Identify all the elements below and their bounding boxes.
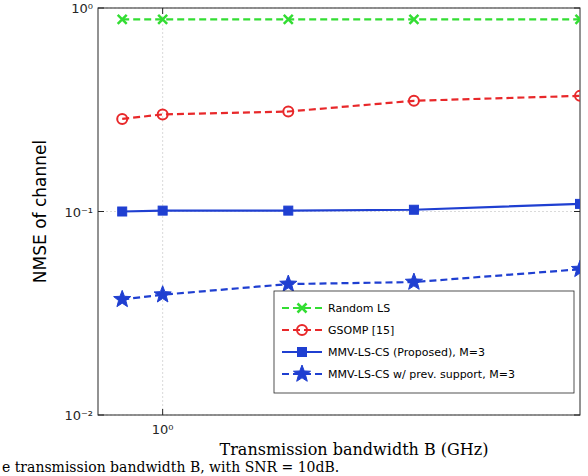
data-point: [576, 15, 581, 24]
data-point: [284, 206, 293, 215]
tick: [98, 8, 104, 9]
legend-label: Random LS: [328, 302, 390, 315]
tick: [162, 409, 163, 415]
data-point: [114, 290, 131, 306]
tick: [574, 8, 580, 9]
legend-marker: [293, 365, 310, 381]
series-line: [122, 18, 580, 20]
data-point: [405, 273, 422, 289]
legend-line: [282, 329, 322, 331]
caption: e transmission bandwidth B, with SNR = 1…: [2, 459, 339, 475]
x-axis-label: Transmission bandwidth B (GHz): [220, 440, 489, 459]
data-point: [283, 107, 293, 117]
series-line: [122, 96, 580, 119]
legend-label: GSOMP [15]: [328, 324, 394, 337]
tick-label: 10⁻²: [64, 408, 93, 423]
data-point: [575, 91, 580, 101]
data-point: [158, 109, 168, 119]
legend-marker: [297, 325, 307, 335]
data-point: [154, 286, 171, 302]
data-point: [117, 114, 127, 124]
legend-label: MMV-LS-CS (Proposed), M=3: [328, 346, 485, 359]
data-point: [576, 199, 581, 208]
tick-label: 10⁰: [71, 1, 93, 16]
legend: Random LS GSOMP [15] MMV-LS-CS (Proposed),…: [274, 291, 574, 393]
data-point: [280, 275, 297, 291]
tick: [162, 8, 163, 14]
data-point: [571, 260, 580, 276]
tick-label: 10⁰: [152, 422, 174, 437]
y-axis-label: NMSE of channel: [30, 140, 50, 283]
tick: [98, 415, 104, 416]
series-line: [122, 204, 580, 212]
data-point: [409, 205, 418, 214]
tick: [574, 415, 580, 416]
data-point: [409, 15, 418, 24]
axes-frame: [98, 8, 580, 415]
data-point: [284, 15, 293, 24]
legend-marker: [298, 348, 307, 357]
legend-box: [274, 291, 574, 393]
legend-marker: [298, 304, 307, 313]
tick: [98, 211, 104, 212]
plot-area: [98, 8, 580, 415]
legend-label: MMV-LS-CS w/ prev. support, M=3: [328, 368, 515, 381]
data-point: [158, 15, 167, 24]
data-point: [118, 207, 127, 216]
tick-label: 10⁻¹: [64, 205, 93, 220]
tick: [574, 211, 580, 212]
series-group: [114, 15, 580, 307]
data-point: [118, 15, 127, 24]
data-point: [158, 206, 167, 215]
chart: 10⁰ 10⁻² 10⁻¹ 10⁰ Transmission bandwidth B (…: [0, 0, 588, 476]
data-point: [409, 96, 419, 106]
